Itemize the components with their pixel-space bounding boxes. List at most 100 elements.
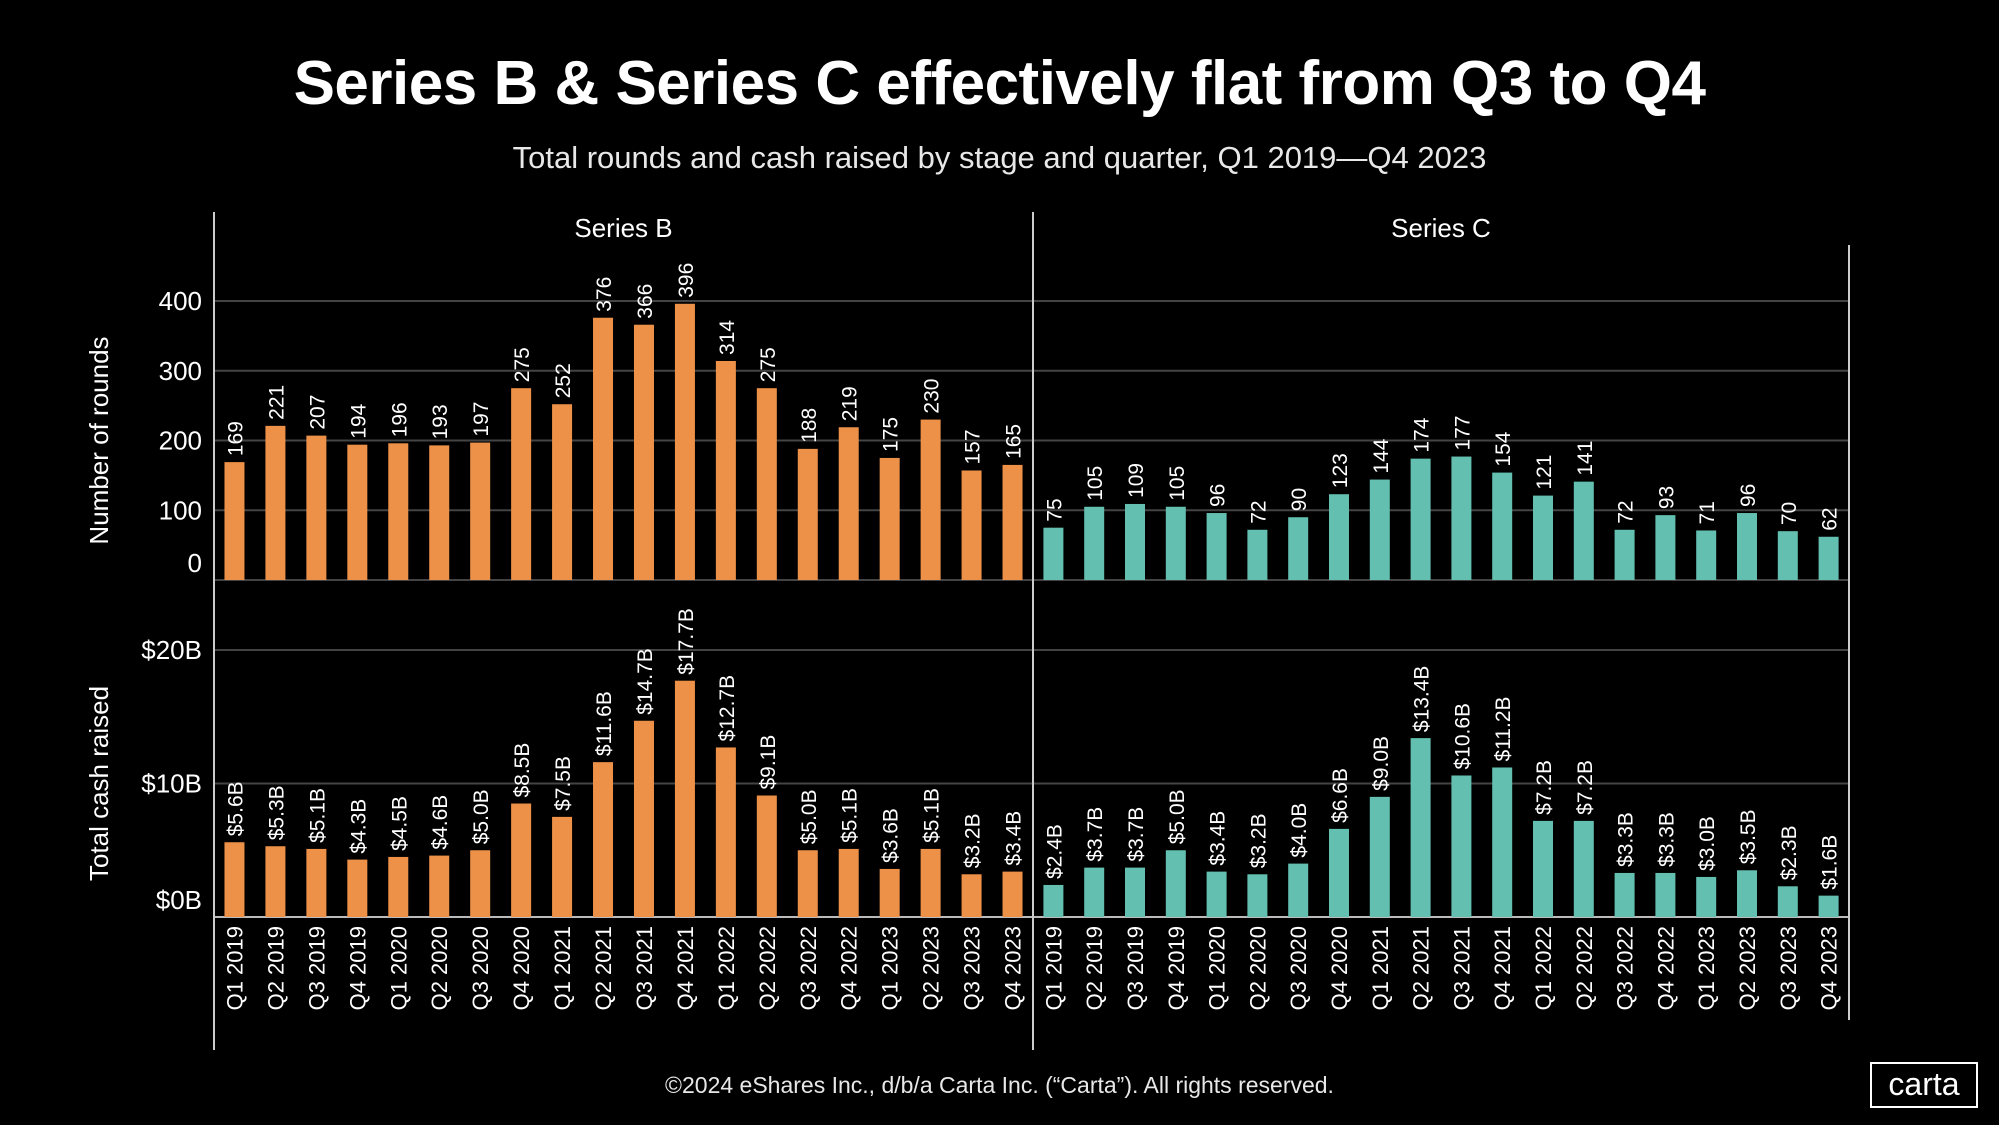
bar xyxy=(1165,850,1186,917)
data-label: $1.6B xyxy=(1819,835,1842,890)
bar xyxy=(1533,820,1553,917)
bar xyxy=(920,848,941,917)
x-tick-label: Q1 2020 xyxy=(1205,926,1230,1010)
bar xyxy=(1043,527,1064,580)
bar xyxy=(1696,876,1717,917)
data-label: 123 xyxy=(1329,453,1352,488)
bar xyxy=(1533,495,1553,580)
x-tick-label: Q4 2020 xyxy=(1327,926,1352,1010)
data-label: $3.4B xyxy=(1003,811,1026,866)
bar xyxy=(633,324,654,580)
data-label: 207 xyxy=(306,395,329,430)
bar xyxy=(756,795,777,917)
bar xyxy=(1818,536,1839,580)
bar xyxy=(961,470,982,580)
data-label: 366 xyxy=(634,284,657,319)
data-label: $5.0B xyxy=(470,789,493,844)
chart-subtitle: Total rounds and cash raised by stage an… xyxy=(512,140,1487,175)
data-label: 141 xyxy=(1574,441,1597,476)
x-tick-label: Q1 2022 xyxy=(714,926,739,1010)
data-label: 174 xyxy=(1411,417,1434,452)
data-label: $3.4B xyxy=(1207,811,1230,866)
data-label: 169 xyxy=(224,421,247,456)
x-tick-label: Q4 2019 xyxy=(345,926,370,1010)
data-label: 196 xyxy=(388,402,411,437)
bar xyxy=(593,317,614,580)
bar xyxy=(1369,479,1390,580)
data-label: $3.2B xyxy=(1247,813,1270,868)
x-tick-label: Q3 2020 xyxy=(468,926,493,1010)
panel-title: Series B xyxy=(574,213,672,243)
bar xyxy=(961,874,982,917)
bar xyxy=(1125,503,1145,580)
carta-logo: carta xyxy=(1870,1062,1978,1108)
bar xyxy=(1492,767,1513,917)
x-tick-label: Q3 2021 xyxy=(632,926,657,1010)
bar xyxy=(715,360,736,580)
x-tick-label: Q4 2020 xyxy=(509,926,534,1010)
data-label: $11.2B xyxy=(1492,696,1515,761)
data-label: 197 xyxy=(470,402,493,437)
bar xyxy=(470,850,491,917)
data-label: 376 xyxy=(593,277,616,312)
data-label: 96 xyxy=(1737,484,1760,507)
data-label: 221 xyxy=(265,385,288,420)
data-label: 252 xyxy=(552,363,575,398)
bar xyxy=(265,846,286,917)
bar xyxy=(1655,872,1676,917)
data-label: $2.3B xyxy=(1778,825,1801,880)
data-label: $11.6B xyxy=(593,691,616,756)
data-label: $13.4B xyxy=(1411,666,1434,733)
x-tick-label: Q4 2022 xyxy=(837,926,862,1010)
data-label: $3.2B xyxy=(962,813,985,868)
x-tick-label: Q1 2020 xyxy=(386,926,411,1010)
data-label: 219 xyxy=(839,386,862,421)
bar xyxy=(756,388,777,580)
data-label: $4.3B xyxy=(347,799,370,854)
bar xyxy=(1084,506,1105,580)
bar xyxy=(306,848,327,917)
data-label: $6.6B xyxy=(1329,768,1352,823)
x-tick-label: Q1 2019 xyxy=(1041,926,1066,1010)
bar xyxy=(429,445,450,580)
x-tick-label: Q2 2021 xyxy=(591,926,616,1010)
bar xyxy=(1818,895,1839,917)
bar xyxy=(552,816,573,917)
data-label: 188 xyxy=(798,408,821,443)
data-label: $4.6B xyxy=(429,795,452,850)
data-label: 71 xyxy=(1696,501,1719,524)
data-label: 177 xyxy=(1451,415,1474,450)
data-label: $9.1B xyxy=(757,735,780,790)
data-label: $5.3B xyxy=(265,785,288,840)
data-label: 72 xyxy=(1247,500,1270,523)
bar xyxy=(1288,863,1309,917)
bar xyxy=(347,444,368,580)
data-label: $9.0B xyxy=(1370,736,1393,791)
bar xyxy=(1247,874,1268,917)
data-label: $8.5B xyxy=(511,743,534,798)
data-label: 96 xyxy=(1207,484,1230,507)
data-label: $5.0B xyxy=(1166,789,1189,844)
data-label: 75 xyxy=(1043,498,1066,521)
bar xyxy=(1777,531,1798,580)
bar xyxy=(1451,775,1472,917)
copyright-footer: ©2024 eShares Inc., d/b/a Carta Inc. (“C… xyxy=(665,1072,1334,1098)
bar xyxy=(224,842,245,917)
bar xyxy=(1084,867,1105,917)
x-tick-label: Q2 2023 xyxy=(1735,926,1760,1010)
x-tick-label: Q2 2020 xyxy=(1245,926,1270,1010)
bar xyxy=(1451,456,1472,580)
data-label: $3.0B xyxy=(1696,816,1719,871)
bar xyxy=(552,404,573,580)
bar xyxy=(1165,506,1186,580)
data-label: $7.5B xyxy=(552,756,575,811)
bar xyxy=(797,850,818,917)
bar xyxy=(838,427,859,580)
bar xyxy=(593,762,614,917)
x-tick-label: Q4 2021 xyxy=(673,926,698,1010)
bar xyxy=(920,419,941,580)
y-tick-label: 200 xyxy=(159,426,202,456)
bar xyxy=(1206,871,1227,917)
x-tick-label: Q1 2021 xyxy=(1368,926,1393,1010)
